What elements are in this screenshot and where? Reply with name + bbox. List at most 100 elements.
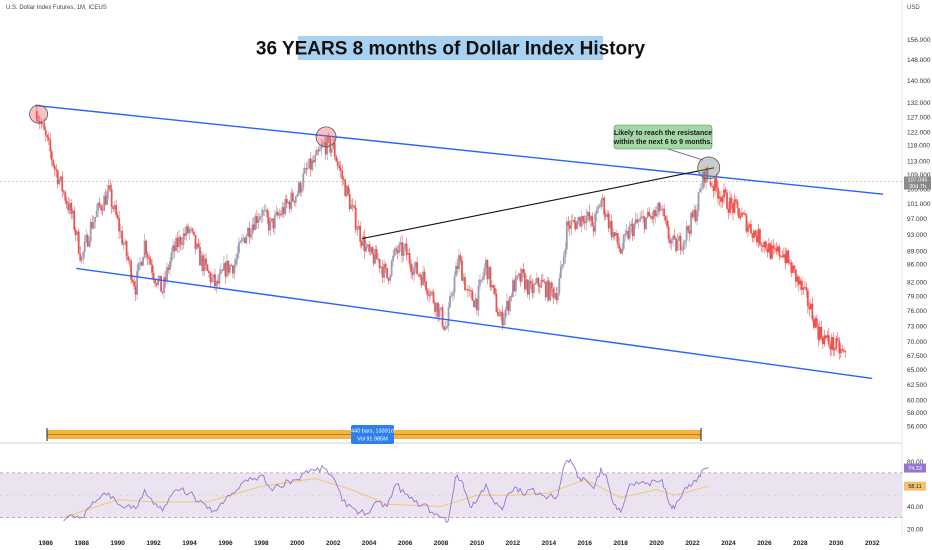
candle-body-290 [470,290,472,292]
time-tick-14: 2014 [542,540,557,547]
candle-body-382 [607,213,610,229]
candle-body-234 [386,268,389,279]
candle-body-245 [402,247,405,257]
candle-body-1 [37,120,40,122]
candle-body-92 [173,245,176,251]
candle-body-160 [275,211,278,215]
candle-body-306 [494,287,496,294]
candle-body-158 [272,218,275,229]
candle-body-304 [491,284,493,288]
projection-candle-body-31 [756,235,758,243]
candle-body-313 [504,309,507,318]
annotation-box[interactable] [613,124,713,150]
pivot-circle-1985[interactable] [29,104,48,124]
projection-candle-body-85 [836,338,839,341]
candle-body-378 [601,197,604,201]
candle-body-229 [378,258,381,269]
projection-candle-body-5 [717,187,719,199]
candle-body-293 [474,298,477,308]
candle-body-270 [440,307,442,309]
candle-body-428 [676,240,679,251]
candle-body-221 [366,244,369,247]
candle-body-383 [609,221,612,229]
candle-body-274 [446,326,448,329]
price-tick-25: 56.000 [907,423,927,430]
candle-body-155 [267,217,270,231]
projection-candle-body-8 [721,197,724,202]
candle-body-436 [688,230,691,234]
candle-body-264 [431,291,433,293]
candle-body-0 [35,111,38,121]
candle-body-424 [670,239,673,244]
candle-body-292 [473,300,475,308]
candle-body-251 [411,271,414,275]
channel-bottom-line[interactable] [76,267,873,380]
candle-body-399 [633,224,636,237]
candle-body-199 [333,142,336,157]
candle-body-136 [239,241,242,243]
candle-body-338 [541,279,544,282]
candle-body-150 [260,215,263,217]
candle-body-417 [660,209,663,211]
candle-body-215 [357,225,360,230]
price-tick-2: 140.000 [907,78,931,85]
candle-body-52 [113,205,116,210]
candle-body-317 [510,296,513,298]
candle-body-97 [181,244,183,245]
candle-body-125 [223,263,225,271]
candle-body-354 [565,221,568,250]
price-tag-value: 107.045 [908,178,928,184]
candle-body-147 [255,215,258,223]
projection-candle-body-51 [785,250,788,264]
candle-body-33 [85,235,88,242]
candle-body-141 [246,227,249,236]
candle-body-17 [61,176,64,192]
candle-body-335 [537,277,540,286]
candle-body-63 [130,260,133,280]
channel-top-line[interactable] [34,104,884,195]
price-tick-21: 65.000 [907,367,927,374]
pivot-circle-2001[interactable] [315,126,337,148]
candle-body-350 [559,266,562,279]
rsi-ma-tag-value: 58.11 [908,484,921,490]
projection-candle-body-37 [765,241,767,249]
chart-title[interactable]: 36 YEARS 8 months of Dollar Index Histor… [256,39,646,60]
projection-candle-body-82 [832,337,835,351]
candle-body-279 [453,276,456,293]
projection-candle-body-27 [750,224,752,234]
projection-candle-body-87 [839,349,842,354]
candle-body-85 [163,277,165,293]
candle-body-61 [127,256,130,260]
candle-body-181 [306,168,309,169]
projection-candle-body-0 [709,181,712,186]
projection-candle-body-35 [762,245,764,247]
price-tick-19: 70.000 [907,339,927,346]
candle-body-182 [308,158,311,169]
candle-body-109 [199,247,201,266]
time-tick-15: 2016 [578,540,593,547]
candle-body-247 [405,243,408,256]
candle-body-376 [598,206,601,208]
projection-candle-body-66 [808,306,811,310]
candle-body-56 [119,230,122,232]
pivot-circle-2022[interactable] [697,156,721,180]
candle-body-303 [489,266,492,288]
projection-candle-body-86 [838,340,841,354]
time-tick-4: 1994 [182,540,197,547]
candle-body-195 [327,136,330,139]
time-tick-11: 2008 [434,540,449,547]
candle-body-254 [416,262,418,275]
candle-body-137 [241,238,243,242]
projection-candle-body-9 [723,189,725,198]
projection-candle-body-14 [730,197,733,204]
candle-body-145 [252,224,255,230]
candle-body-368 [586,212,589,216]
candle-body-38 [92,222,95,229]
projection-candle-body-47 [779,255,782,257]
trend-line[interactable] [361,167,715,240]
price-tick-13: 89.000 [907,249,927,256]
candle-body-419 [663,208,666,217]
projection-candle-body-81 [830,337,833,350]
candle-body-278 [452,292,454,296]
rsi-tag-value: 74.33 [908,466,922,472]
